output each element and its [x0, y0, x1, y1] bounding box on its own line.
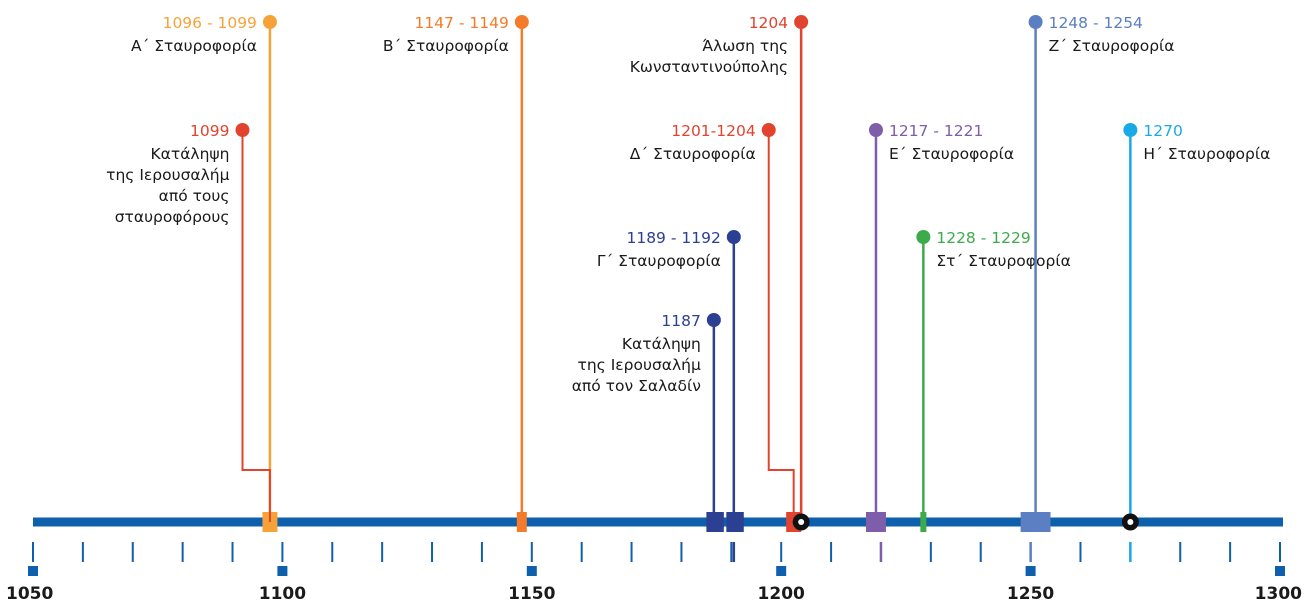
event-date: 1096 - 1099 — [163, 14, 257, 32]
axis-tick-label: 1200 — [758, 584, 805, 604]
axis-tick-label: 1250 — [1007, 584, 1054, 604]
event-label-line: της Ιερουσαλήμ — [578, 356, 701, 374]
event-jer1: 1099 Κατάληψη της Ιερουσαλήμ από τους σταυρο… — [106, 122, 271, 522]
axis-tick-label: 1300 — [1255, 584, 1302, 604]
event-label-line: Κωνσταντινούπολης — [630, 58, 788, 76]
axis-major-marker — [277, 566, 288, 576]
event-label-line: Γ΄ Σταυροφορία — [597, 252, 721, 270]
event-label-line: Α΄ Σταυροφορία — [131, 37, 257, 55]
axis-major-marker — [776, 566, 787, 576]
event-head — [706, 313, 721, 327]
event-head — [761, 123, 776, 137]
event-label-line: από τον Σαλαδίν — [572, 377, 701, 395]
event-cr7: 1248 - 1254 Ζ΄ Σταυροφορία — [1020, 14, 1175, 532]
event-head — [262, 15, 277, 29]
event-date: 1270 — [1143, 122, 1182, 140]
event-cr8: 1270 Η΄ Σταυροφορία — [1121, 122, 1270, 531]
event-label-line: Στ΄ Σταυροφορία — [936, 252, 1070, 270]
event-span-bar — [1020, 512, 1051, 532]
axis-major-marker — [1025, 566, 1036, 576]
event-cr1: 1096 - 1099 Α΄ Σταυροφορία — [131, 14, 278, 532]
event-head — [726, 230, 741, 244]
axis-major-marker — [526, 566, 537, 576]
event-span-bar — [516, 512, 527, 532]
event-head — [1028, 15, 1043, 29]
event-cr2: 1147 - 1149 Β΄ Σταυροφορία — [383, 14, 529, 532]
event-cr5: 1217 - 1221 Ε΄ Σταυροφορία — [865, 122, 1014, 532]
event-date: 1201-1204 — [671, 122, 756, 140]
event-connector — [767, 130, 795, 522]
event-label-line: της Ιερουσαλήμ — [106, 166, 229, 184]
event-head — [235, 123, 250, 137]
event-label-line: Κατάληψη — [151, 145, 230, 163]
event-cr4: 1201-1204 Δ΄ Σταυροφορία — [630, 122, 802, 532]
event-date: 1248 - 1254 — [1049, 14, 1143, 32]
axis-major-marker — [1275, 566, 1285, 576]
event-cr6: 1228 - 1229 Στ΄ Σταυροφορία — [916, 229, 1071, 532]
event-span-bar — [726, 512, 744, 532]
event-jer2: 1187 Κατάληψη της Ιερουσαλήμ από τον Σαλαδί… — [572, 312, 724, 532]
event-date: 1189 - 1192 — [626, 229, 720, 247]
event-label-line: Κατάληψη — [622, 335, 701, 353]
event-date: 1099 — [190, 122, 229, 140]
event-point-marker-center — [798, 519, 805, 525]
axis-tick-label: 1150 — [508, 584, 555, 604]
event-label-line: Δ΄ Σταυροφορία — [630, 145, 756, 163]
event-span-bar — [865, 512, 886, 532]
event-date: 1228 - 1229 — [936, 229, 1030, 247]
event-head — [794, 15, 809, 29]
event-head — [514, 15, 529, 29]
axis-tick-label: 1100 — [259, 584, 306, 604]
event-connector — [241, 130, 271, 522]
event-date: 1217 - 1221 — [889, 122, 983, 140]
axis-tick-label: 1050 — [6, 584, 53, 604]
event-label-line: σταυροφόρους — [115, 208, 230, 226]
event-const: 1204 Άλωση της Κωνσταντινούπολης — [630, 14, 810, 531]
event-date: 1187 — [661, 312, 700, 330]
event-label-line: Άλωση της — [702, 37, 788, 55]
event-date: 1204 — [749, 14, 788, 32]
event-head — [868, 123, 883, 137]
event-head — [916, 230, 931, 244]
event-span-bar — [920, 512, 927, 532]
event-label-line: από τους — [159, 187, 230, 205]
event-label-line: Β΄ Σταυροφορία — [383, 37, 509, 55]
event-cr3: 1189 - 1192 Γ΄ Σταυροφορία — [597, 229, 744, 532]
event-label-line: Η΄ Σταυροφορία — [1143, 145, 1270, 163]
event-head — [1123, 123, 1138, 137]
axis-major-marker — [28, 566, 38, 576]
event-label-line: Ζ΄ Σταυροφορία — [1049, 37, 1175, 55]
event-label-line: Ε΄ Σταυροφορία — [889, 145, 1014, 163]
axis: 1050 1100 1150 1200 1250 1300 — [6, 517, 1302, 604]
event-point-marker-center — [1127, 519, 1134, 525]
event-date: 1147 - 1149 — [414, 14, 508, 32]
events: 1096 - 1099 Α΄ Σταυροφορία 1099 Κατάληψη της… — [106, 14, 1270, 532]
event-span-bar — [706, 512, 724, 532]
